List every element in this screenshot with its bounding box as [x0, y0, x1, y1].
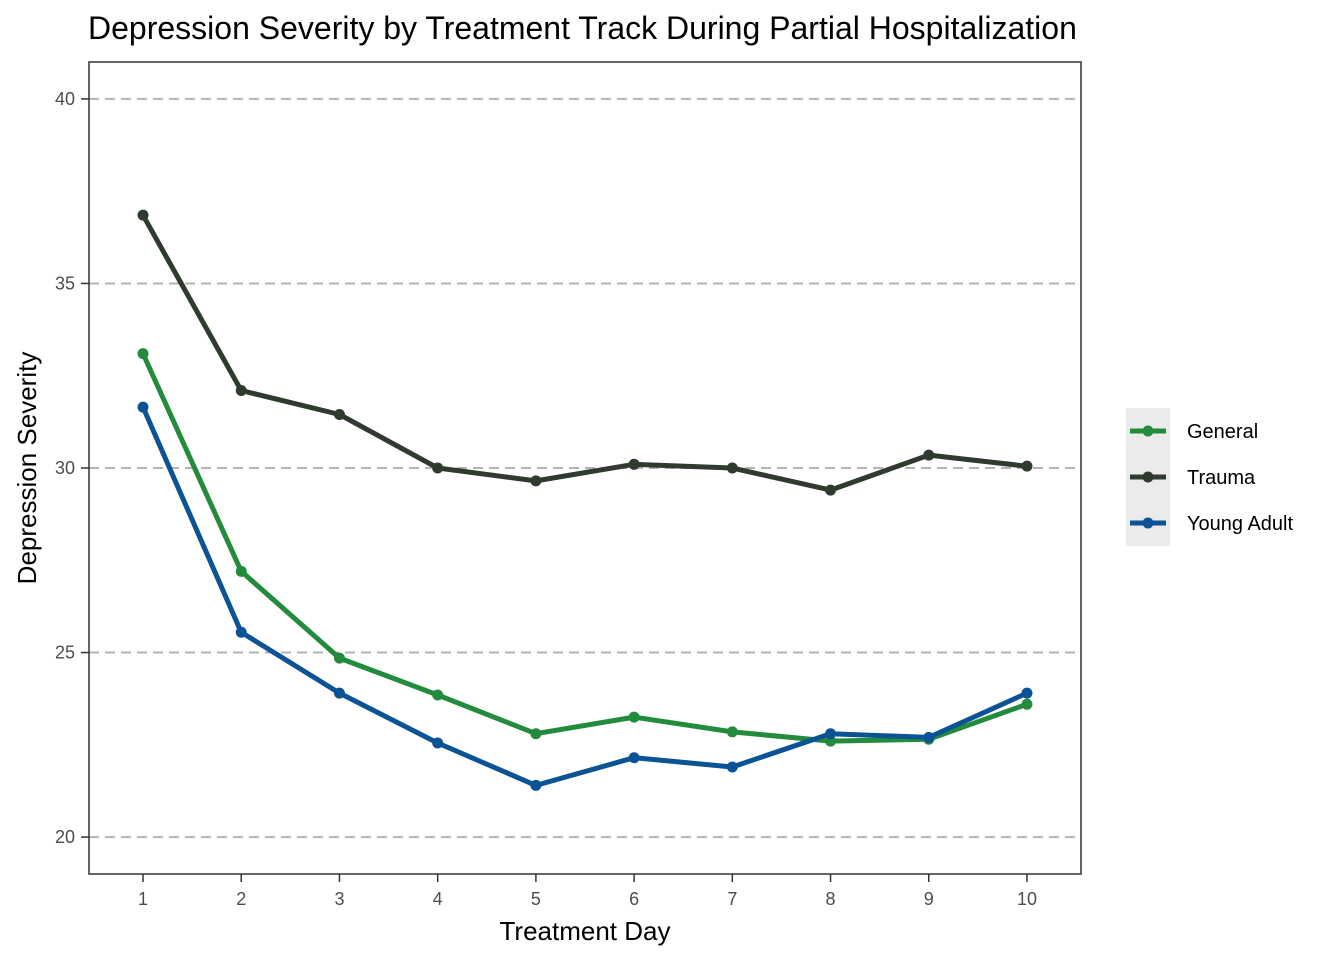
x-axis-title: Treatment Day [500, 916, 671, 946]
data-point-trauma [137, 209, 149, 221]
data-point-trauma [333, 408, 345, 420]
x-tick-label: 4 [433, 889, 443, 909]
legend-label: Young Adult [1187, 513, 1293, 535]
series-general [137, 348, 1033, 747]
x-tick-label: 7 [727, 889, 737, 909]
data-series [137, 209, 1033, 791]
x-tick-label: 2 [236, 889, 246, 909]
data-point-young-adult [137, 401, 149, 413]
x-tick-label: 9 [924, 889, 934, 909]
x-tick-label: 3 [334, 889, 344, 909]
chart-title: Depression Severity by Treatment Track D… [88, 10, 1077, 46]
legend-key-point [1142, 471, 1154, 483]
data-point-general [628, 711, 640, 723]
legend-label: Trauma [1187, 467, 1256, 489]
data-point-general [432, 689, 444, 701]
legend-label: General [1187, 421, 1258, 443]
y-tick-label: 40 [55, 89, 75, 109]
legend: General Trauma Young Adult [1126, 408, 1293, 546]
data-point-young-adult [235, 626, 247, 638]
data-point-trauma [825, 484, 837, 496]
data-point-general [726, 726, 738, 738]
data-point-trauma [432, 462, 444, 474]
data-point-general [1021, 698, 1033, 710]
data-point-young-adult [923, 731, 935, 743]
legend-key-point [1142, 517, 1154, 529]
data-point-young-adult [628, 752, 640, 764]
series-line-general [140, 352, 1028, 744]
legend-key-point [1142, 425, 1154, 437]
data-point-young-adult [530, 779, 542, 791]
series-line-young-adult [140, 406, 1029, 788]
data-point-young-adult [726, 761, 738, 773]
series-young-adult [137, 401, 1033, 791]
series-trauma [137, 209, 1033, 496]
data-point-general [235, 565, 247, 577]
data-point-trauma [235, 384, 247, 396]
data-point-young-adult [432, 737, 444, 749]
legend-item-general: General [1130, 421, 1258, 443]
grid-lines [89, 97, 1081, 839]
data-point-young-adult [333, 687, 345, 699]
data-point-trauma [726, 462, 738, 474]
data-point-young-adult [825, 728, 837, 740]
data-point-trauma [530, 475, 542, 487]
y-tick-label: 20 [55, 827, 75, 847]
data-point-general [530, 728, 542, 740]
data-point-young-adult [1021, 687, 1033, 699]
data-point-trauma [923, 449, 935, 461]
y-axis-title: Depression Severity [12, 352, 42, 585]
legend-item-trauma: Trauma [1130, 467, 1256, 489]
x-tick-label: 5 [531, 889, 541, 909]
data-point-trauma [628, 458, 640, 470]
data-point-general [333, 652, 345, 664]
x-tick-label: 10 [1017, 889, 1037, 909]
legend-item-young-adult: Young Adult [1130, 513, 1293, 535]
y-axis: 20 25 30 35 40 [55, 89, 89, 847]
y-tick-label: 35 [55, 273, 75, 293]
x-tick-label: 1 [138, 889, 148, 909]
y-tick-label: 25 [55, 643, 75, 663]
x-axis: 1 2 3 4 5 6 7 8 9 10 [138, 874, 1037, 909]
y-tick-label: 30 [55, 458, 75, 478]
data-point-general [137, 348, 149, 360]
x-tick-label: 8 [826, 889, 836, 909]
series-line-trauma [140, 213, 1028, 493]
data-point-trauma [1021, 460, 1033, 472]
x-tick-label: 6 [629, 889, 639, 909]
